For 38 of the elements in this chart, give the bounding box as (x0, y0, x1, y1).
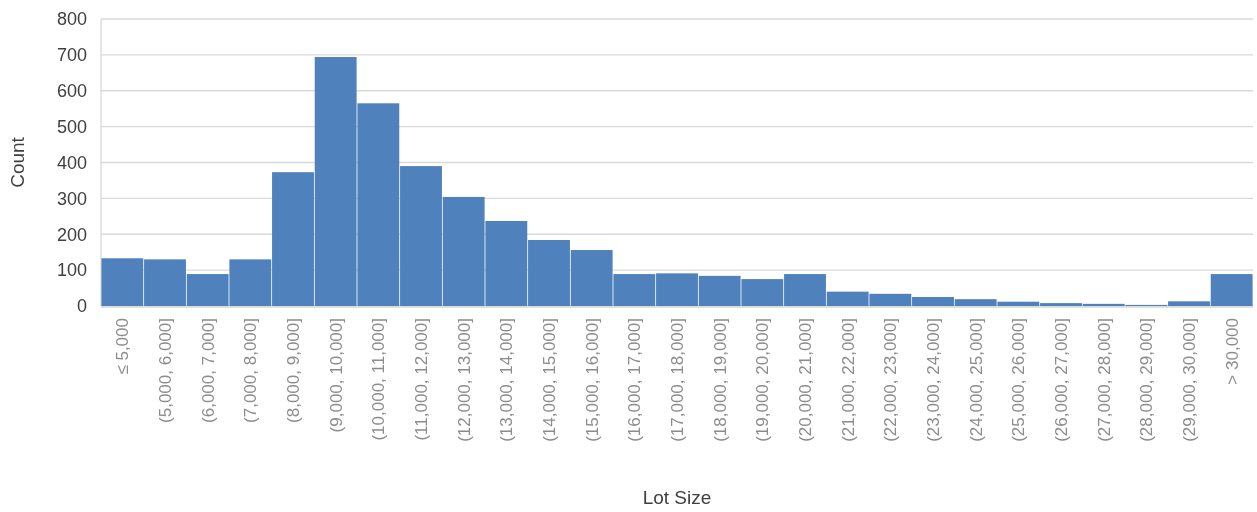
x-tick-label: (19,000, 20,000] (753, 318, 773, 442)
y-tick-label: 500 (56, 116, 87, 137)
x-tick-label: (5,000, 6,000] (155, 318, 175, 423)
y-tick-label: 600 (56, 81, 87, 102)
x-tick-label: > 30,000 (1222, 318, 1242, 385)
x-tick-label: (15,000, 16,000] (582, 318, 602, 442)
x-tick-label: (7,000, 8,000] (241, 318, 261, 423)
x-tick-label: (16,000, 17,000] (625, 318, 645, 442)
x-tick-label: (26,000, 27,000] (1051, 318, 1071, 442)
x-tick-label: (23,000, 24,000] (923, 318, 943, 442)
y-tick-label: 300 (56, 188, 87, 209)
x-tick-label: (10,000, 11,000] (369, 318, 389, 441)
x-axis-title: Lot Size (642, 487, 712, 508)
y-tick-label: 100 (56, 260, 87, 281)
x-tick-label: (18,000, 19,000] (710, 318, 730, 442)
x-tick-label: (9,000, 10,000] (326, 318, 346, 433)
x-tick-label: (8,000, 9,000] (283, 318, 303, 423)
x-tick-label: (13,000, 14,000] (497, 318, 517, 442)
x-tick-label: (12,000, 13,000] (454, 318, 474, 442)
y-tick-label: 200 (56, 224, 87, 245)
y-tick-label: 800 (56, 9, 87, 30)
x-tick-label: (14,000, 15,000] (539, 318, 559, 442)
x-tick-label: (20,000, 21,000] (795, 318, 815, 442)
x-tick-label: (28,000, 29,000] (1137, 318, 1157, 442)
x-tick-label: (22,000, 23,000] (881, 318, 901, 442)
x-tick-label: (6,000, 7,000] (198, 318, 218, 423)
x-tick-label: (21,000, 22,000] (838, 318, 858, 442)
x-tick-label: (29,000, 30,000] (1179, 318, 1199, 442)
x-tick-label: (17,000, 18,000] (667, 318, 687, 442)
y-tick-label: 0 (76, 296, 87, 317)
x-tick-label: ≤ 5,000 (113, 318, 133, 375)
y-tick-label: 700 (56, 45, 87, 66)
x-tick-label: (11,000, 12,000] (411, 318, 431, 441)
x-tick-label: (27,000, 28,000] (1094, 318, 1114, 442)
y-tick-label: 400 (56, 152, 87, 173)
y-axis-title: Count (7, 136, 28, 188)
x-tick-label: (25,000, 26,000] (1009, 318, 1029, 442)
x-tick-label: (24,000, 25,000] (966, 318, 986, 442)
